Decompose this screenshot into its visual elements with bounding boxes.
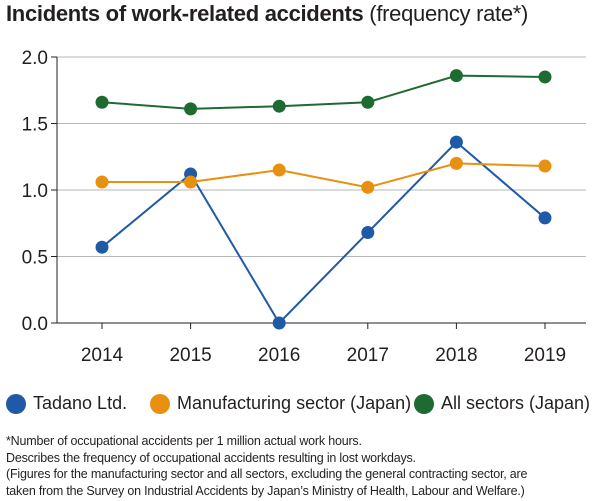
legend-label-tadano: Tadano Ltd. <box>33 393 128 413</box>
legend-item-all-sectors: All sectors (Japan) <box>414 393 590 414</box>
series-line <box>102 162 546 189</box>
legend-swatch-manufacturing <box>150 393 170 414</box>
legend-swatch-all-sectors <box>414 393 434 414</box>
data-point <box>272 163 286 177</box>
data-point <box>272 99 286 113</box>
x-tick-label: 2017 <box>347 345 389 366</box>
data-point <box>538 159 552 173</box>
y-tick-label: 1.0 <box>22 181 48 202</box>
data-point <box>361 226 375 240</box>
x-tick-label: 2019 <box>524 345 566 366</box>
chart-title-subtitle: (frequency rate*) <box>363 1 529 26</box>
data-point <box>95 240 109 254</box>
x-tick-label: 2018 <box>435 345 477 366</box>
footnote-line: Describes the frequency of occupational … <box>6 450 416 465</box>
x-tick-label: 2014 <box>81 345 124 366</box>
y-tick-label: 0.5 <box>22 248 48 269</box>
data-point <box>361 95 375 109</box>
footnote-line: (Figures for the manufacturing sector an… <box>6 467 528 481</box>
data-point <box>184 102 198 116</box>
x-tick-label: 2016 <box>258 345 300 366</box>
series-line <box>101 140 546 325</box>
legend-label-manufacturing: Manufacturing sector (Japan) <box>177 393 412 413</box>
data-point <box>449 156 463 170</box>
chart-legend: Tadano Ltd. Manufacturing sector (Japan)… <box>0 393 598 423</box>
data-point <box>95 175 109 189</box>
line-chart: 0.0 0.5 1.0 1.5 2.0 2014 2015 2016 2017 2018 2019 <box>22 48 586 366</box>
data-point <box>538 211 552 225</box>
y-tick-label: 2.0 <box>22 48 48 69</box>
x-tick-label: 2015 <box>169 345 211 366</box>
legend-item-tadano: Tadano Ltd. <box>6 393 127 414</box>
chart-title: Incidents of work-related accidents (fre… <box>6 1 528 27</box>
data-point <box>449 69 463 83</box>
legend-label-all-sectors: All sectors (Japan) <box>441 393 591 413</box>
footnote-line: *Number of occupational accidents per 1 … <box>6 434 362 448</box>
legend-swatch-tadano <box>6 393 26 414</box>
data-point <box>361 180 375 194</box>
data-point <box>95 95 109 109</box>
legend-item-manufacturing: Manufacturing sector (Japan) <box>150 393 411 414</box>
data-point <box>449 135 463 149</box>
chart-title-main: Incidents of work-related accidents <box>6 1 364 26</box>
data-point <box>184 175 198 189</box>
y-tick-label: 0.0 <box>22 314 48 335</box>
data-point <box>272 316 286 330</box>
y-tick-label: 1.5 <box>22 115 48 136</box>
footnote-line: taken from the Survey on Industrial Acci… <box>6 483 525 498</box>
data-point <box>538 70 552 84</box>
series-line <box>101 74 546 110</box>
chart-footnotes: *Number of occupational accidents per 1 … <box>6 433 527 499</box>
